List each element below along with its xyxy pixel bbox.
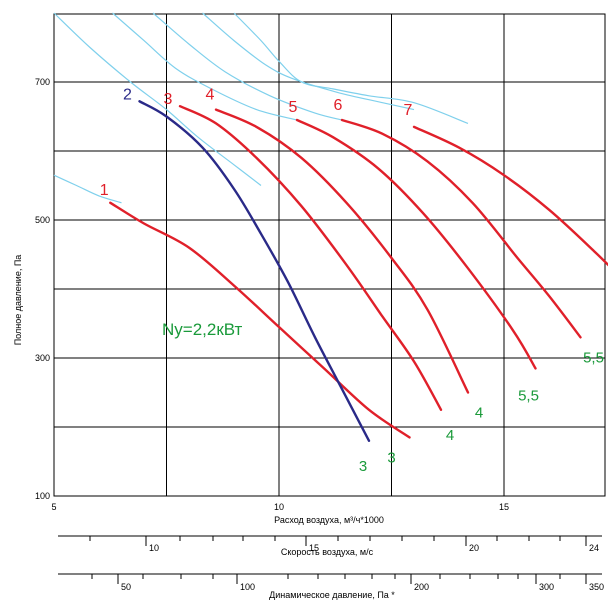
boundary-line [152,12,343,121]
curve-3 [178,105,443,411]
curve-end-label-4: 4 [475,405,483,422]
secondary-axis-tick-label: 100 [240,582,255,592]
secondary-axis-tick-label: 350 [589,582,604,592]
y-tick-label: 500 [35,215,50,225]
secondary-axis-tick-label: 15 [309,543,319,553]
boundary-line [53,12,262,186]
curve-label-4: 4 [206,87,215,104]
grid [53,13,606,497]
curve-label-5: 5 [289,99,298,116]
boundary-line [233,12,469,124]
curve-label-3: 3 [164,91,173,108]
y-axis-title: Полное давление, Па [13,255,23,346]
speed-axis-title: Скорость воздуха, м/с [281,547,374,557]
secondary-axis-tick-label: 200 [414,582,429,592]
curve-end-label-2: 3 [359,458,367,475]
curve-6 [340,118,582,339]
curve-5 [295,118,537,370]
curve-label-1: 1 [100,182,109,199]
curve-end-label-1: 3 [387,449,395,466]
curve-label-2: 2 [123,86,132,103]
power-annotation: Ny=2,2кВт [162,320,243,339]
curve-2 [138,100,371,442]
dynamic-pressure-axis-title: Динамическое давление, Па * [269,590,395,600]
secondary-axis-tick-label: 300 [539,582,554,592]
y-tick-label: 300 [35,353,50,363]
curve-7 [412,125,608,267]
secondary-axis-tick-label: 24 [589,543,599,553]
curve-end-label-5: 5,5 [518,387,539,404]
curve-label-6: 6 [334,97,343,114]
x-tick-label: 15 [499,502,509,512]
curve-end-label-6: 5,5 [583,349,604,366]
secondary-axis-tick-label: 20 [469,543,479,553]
secondary-axis-tick-label: 50 [121,582,131,592]
boundary-line [112,12,298,121]
plot-frame [53,13,606,497]
secondary-axis-tick-label: 10 [149,543,159,553]
y-tick-label: 100 [35,491,50,501]
curve-4 [214,108,470,394]
curve-1 [109,201,411,439]
y-tick-label: 700 [35,77,50,87]
curve-label-7: 7 [404,102,413,119]
x-tick-label: 10 [274,502,284,512]
x-tick-label: 5 [51,502,56,512]
performance-curves [109,100,608,442]
boundary-line [202,12,415,111]
boundary-lines [53,12,469,204]
curve-end-label-3: 4 [446,427,454,444]
secondary-axis-speed: 10 15 20 24 [58,535,602,553]
boundary-line [53,174,122,204]
secondary-axis-dynamic-pressure: 50 100 200 300 350 [58,573,604,592]
x-axis-title: Расход воздуха, м³/ч*1000 [274,515,384,525]
